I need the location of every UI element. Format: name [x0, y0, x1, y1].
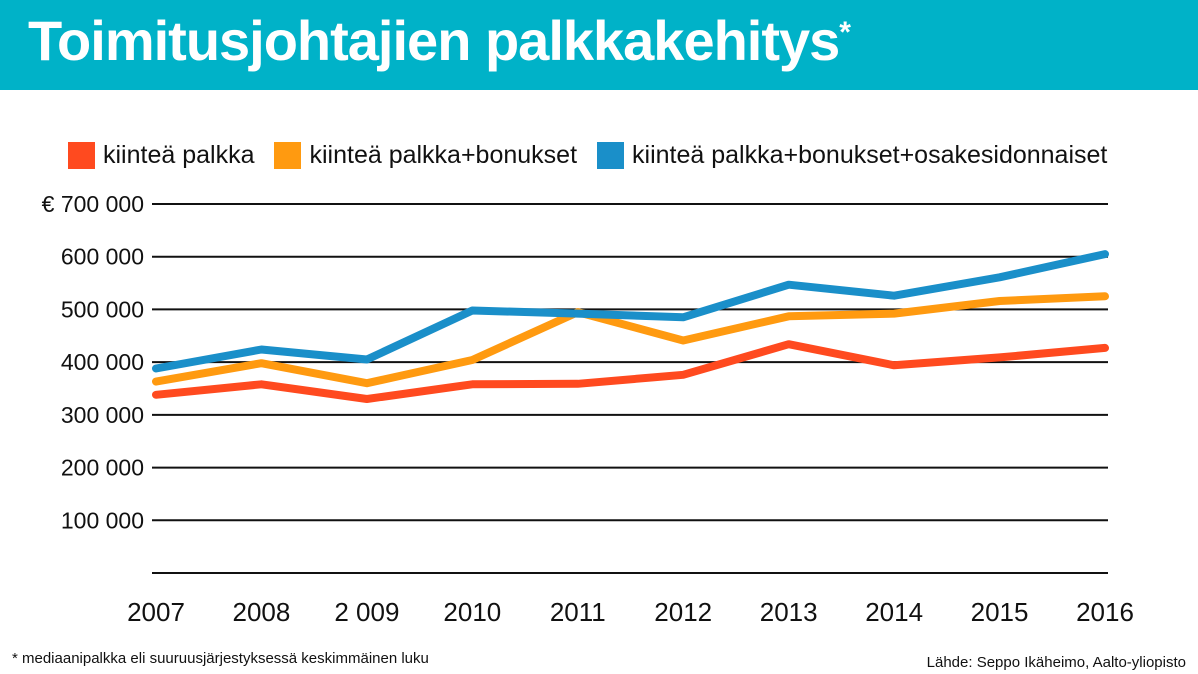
data-point	[788, 284, 790, 286]
series-line-fixed-salary	[152, 340, 1109, 403]
x-tick-label: 2007	[127, 597, 185, 627]
data-point	[366, 398, 368, 400]
x-tick-label: 2015	[971, 597, 1029, 627]
y-tick-label: € 700 000	[42, 191, 144, 217]
data-point	[788, 343, 790, 345]
x-tick-label: 2 009	[334, 597, 399, 627]
y-tick-label: 500 000	[61, 296, 144, 322]
data-point	[260, 348, 262, 350]
legend-label-salary-bonus: kiinteä palkka+bonukset	[309, 140, 578, 169]
data-point	[999, 356, 1001, 358]
series-line-salary-bonus-equity	[152, 250, 1109, 373]
legend-swatch-fixed-salary	[68, 141, 95, 169]
data-point	[155, 367, 157, 369]
title-banner	[0, 0, 1198, 90]
source-credit: Lähde: Seppo Ikäheimo, Aalto-yliopisto	[926, 654, 1186, 671]
data-point	[999, 300, 1001, 302]
data-point	[893, 295, 895, 297]
data-point	[577, 383, 579, 385]
series-line-salary-bonus	[152, 292, 1109, 388]
x-tick-label: 2014	[865, 597, 923, 627]
data-point	[366, 359, 368, 361]
data-point	[155, 394, 157, 396]
x-tick-label: 2011	[550, 597, 606, 627]
legend-swatch-salary-bonus-equity	[597, 141, 625, 169]
data-point	[471, 383, 473, 385]
legend-swatch-salary-bonus	[274, 141, 302, 169]
legend-label-fixed-salary: kiinteä palkka	[103, 140, 255, 169]
data-point	[260, 362, 262, 364]
y-tick-label: 400 000	[61, 349, 144, 375]
x-tick-label: 2016	[1076, 597, 1134, 627]
y-tick-label: 300 000	[61, 402, 144, 428]
data-point	[682, 316, 684, 318]
data-point	[1104, 295, 1106, 297]
legend-item-salary-bonus-equity: kiinteä palkka+bonukset+osakesidonnaiset	[597, 141, 1107, 170]
legend: kiinteä palkka kiinteä palkka+bonukset k…	[68, 138, 1127, 172]
data-point	[893, 313, 895, 315]
legend-item-salary-bonus: kiinteä palkka+bonukset	[274, 141, 577, 170]
y-tick-label: 100 000	[61, 507, 144, 533]
title-text: Toimitusjohtajien palkkakehitys	[28, 9, 840, 72]
data-point	[788, 315, 790, 317]
data-point	[893, 364, 895, 366]
footnote: * mediaanipalkka eli suuruusjärjestykses…	[12, 650, 429, 667]
y-tick-label: 600 000	[61, 244, 144, 270]
data-point	[999, 276, 1001, 278]
chart-title: Toimitusjohtajien palkkakehitys*	[28, 8, 851, 73]
data-point	[471, 309, 473, 311]
title-asterisk: *	[839, 16, 851, 49]
x-tick-label: 2010	[443, 597, 501, 627]
data-point	[471, 359, 473, 361]
data-point	[1104, 347, 1106, 349]
legend-label-salary-bonus-equity: kiinteä palkka+bonukset+osakesidonnaiset	[632, 140, 1108, 169]
y-tick-label: 200 000	[61, 455, 144, 481]
data-point	[1104, 253, 1106, 255]
data-point	[682, 340, 684, 342]
data-point	[577, 313, 579, 315]
data-point	[682, 374, 684, 376]
x-tick-label: 2012	[654, 597, 712, 627]
data-point	[260, 383, 262, 385]
x-tick-label: 2008	[233, 597, 291, 627]
x-tick-label: 2013	[760, 597, 818, 627]
data-point	[366, 382, 368, 384]
legend-item-fixed-salary: kiinteä palkka	[68, 141, 254, 170]
data-point	[155, 381, 157, 383]
